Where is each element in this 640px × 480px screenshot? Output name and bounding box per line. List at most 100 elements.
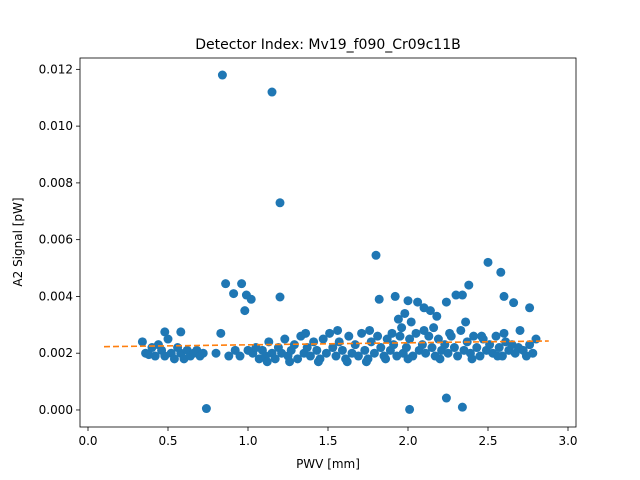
data-point — [467, 354, 477, 364]
data-point — [525, 340, 535, 350]
data-point — [229, 289, 239, 299]
data-point — [302, 343, 312, 353]
data-point — [421, 348, 431, 358]
y-tick-label: 0.008 — [39, 176, 73, 190]
data-point — [270, 354, 280, 364]
y-tick-label: 0.010 — [39, 119, 73, 133]
data-point — [342, 357, 352, 367]
data-points-layer — [137, 70, 541, 414]
x-axis-ticks: 0.0 0.5 1.0 1.5 2.0 2.5 3.0 — [78, 427, 578, 448]
x-tick-label: 0.5 — [158, 434, 177, 448]
data-point — [369, 348, 379, 358]
data-point — [337, 345, 347, 355]
y-axis-label: A2 Signal [pW] — [11, 197, 25, 286]
data-point — [198, 348, 208, 358]
data-point — [334, 337, 344, 347]
data-point — [493, 351, 503, 361]
data-point — [403, 296, 413, 306]
data-point — [393, 314, 403, 324]
data-point — [499, 328, 509, 338]
axes-background — [80, 58, 576, 427]
data-point — [387, 328, 397, 338]
data-point — [313, 357, 323, 367]
data-point — [350, 340, 360, 350]
data-point — [397, 323, 407, 333]
data-point — [371, 250, 381, 260]
data-point — [328, 343, 338, 353]
data-point — [246, 294, 256, 304]
data-point — [472, 343, 482, 353]
data-point — [515, 325, 525, 335]
y-axis-ticks: 0.000 0.002 0.004 0.006 0.008 0.010 0.012 — [39, 62, 80, 417]
data-point — [240, 306, 250, 316]
plot-area — [79, 57, 577, 428]
data-point — [528, 348, 538, 358]
data-point — [525, 303, 535, 313]
data-point — [331, 351, 341, 361]
data-point — [217, 70, 227, 80]
data-point — [235, 351, 245, 361]
data-point — [445, 328, 455, 338]
data-point — [163, 334, 173, 344]
data-point — [389, 340, 399, 350]
data-point — [305, 351, 315, 361]
data-point — [201, 404, 211, 414]
data-point — [221, 279, 231, 289]
data-point — [211, 348, 221, 358]
data-point — [224, 351, 234, 361]
data-point — [451, 290, 461, 300]
data-point — [373, 331, 383, 341]
data-point — [312, 345, 322, 355]
data-point — [417, 340, 427, 350]
data-point — [405, 404, 415, 414]
data-point — [321, 348, 331, 358]
fit-line-layer — [103, 340, 549, 348]
data-point — [333, 325, 343, 335]
data-point — [405, 334, 415, 344]
data-point — [137, 337, 147, 347]
data-point — [360, 345, 370, 355]
data-point — [441, 393, 451, 403]
data-point — [390, 291, 400, 301]
data-point — [406, 317, 416, 327]
data-point — [275, 198, 285, 208]
y-tick-label: 0.012 — [39, 62, 73, 76]
data-point — [216, 328, 226, 338]
x-tick-label: 2.0 — [398, 434, 417, 448]
data-point — [376, 343, 386, 353]
data-point — [435, 354, 445, 364]
data-point — [237, 279, 247, 289]
data-point — [411, 328, 421, 338]
y-tick-label: 0.006 — [39, 233, 73, 247]
data-point — [483, 257, 493, 267]
x-tick-label: 0.0 — [78, 434, 97, 448]
data-point — [419, 325, 429, 335]
data-point — [150, 351, 160, 361]
data-point — [496, 267, 506, 277]
y-tick-label: 0.004 — [39, 289, 73, 303]
data-point — [285, 357, 295, 367]
data-point — [325, 328, 335, 338]
y-tick-label: 0.000 — [39, 403, 73, 417]
data-point — [160, 327, 170, 337]
data-point — [453, 351, 463, 361]
data-point — [429, 323, 439, 333]
data-point — [275, 292, 285, 302]
data-point — [457, 402, 467, 412]
data-point — [309, 337, 319, 347]
data-point — [433, 334, 443, 344]
data-point — [461, 317, 471, 327]
data-point — [176, 327, 186, 337]
data-point — [381, 354, 391, 364]
data-point — [395, 331, 405, 341]
x-tick-label: 2.5 — [478, 434, 497, 448]
x-tick-label: 3.0 — [558, 434, 577, 448]
data-point — [280, 334, 290, 344]
data-point — [365, 325, 375, 335]
data-point — [443, 348, 453, 358]
data-point — [464, 280, 474, 290]
y-tick-label: 0.002 — [39, 346, 73, 360]
data-point — [357, 328, 367, 338]
data-point — [318, 334, 328, 344]
